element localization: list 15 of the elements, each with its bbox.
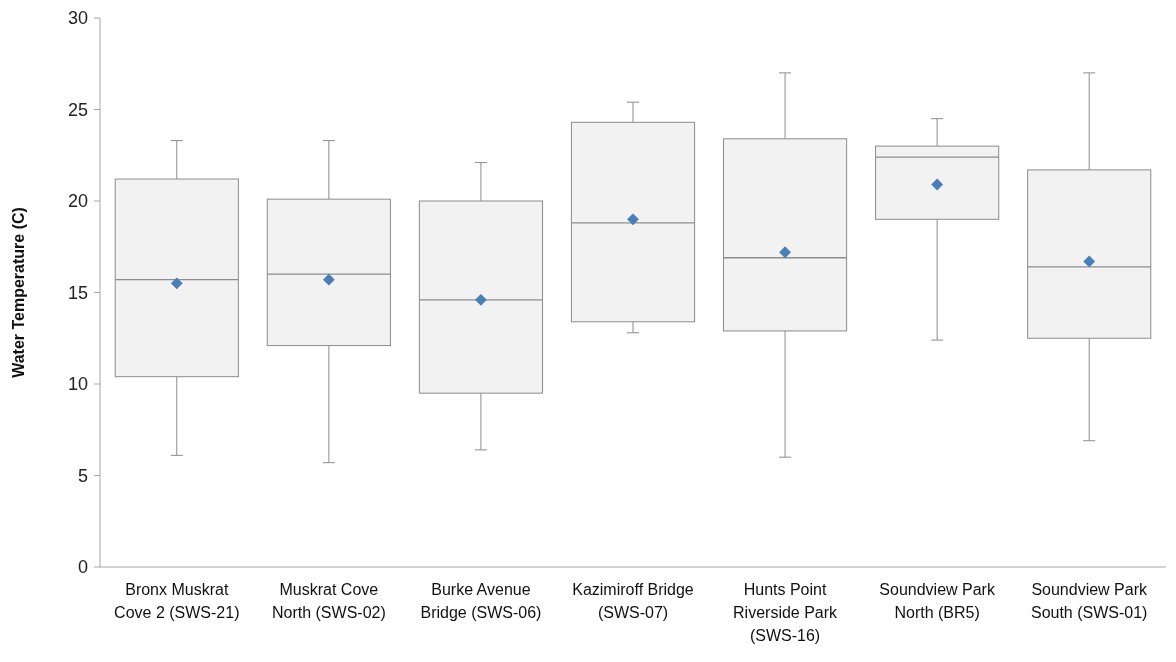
y-tick-label: 0 — [77, 557, 88, 578]
x-tick-label: Hunts Point Riverside Park (SWS-16) — [733, 581, 839, 644]
x-tick-label: Soundview Park North (BR5) — [879, 581, 996, 621]
x-tick-label: Soundview Park South (SWS-01) — [1030, 581, 1149, 621]
y-tick-label: 15 — [67, 282, 88, 303]
y-axis-title: Water Temperature (C) — [10, 207, 27, 378]
y-tick-label: 30 — [67, 8, 88, 29]
y-tick-label: 10 — [67, 374, 88, 395]
x-tick-label: Bronx Muskrat Cove 2 (SWS-21) — [114, 581, 240, 621]
x-tick-label: Kazimiroff Bridge (SWS-07) — [572, 581, 694, 621]
y-tick-label: 20 — [67, 191, 88, 212]
y-tick-label: 5 — [77, 465, 88, 486]
x-tick-label: Burke Avenue Bridge (SWS-06) — [420, 581, 542, 621]
y-tick-label: 25 — [67, 99, 88, 120]
x-tick-label: Muskrat Cove North (SWS-02) — [271, 581, 386, 621]
